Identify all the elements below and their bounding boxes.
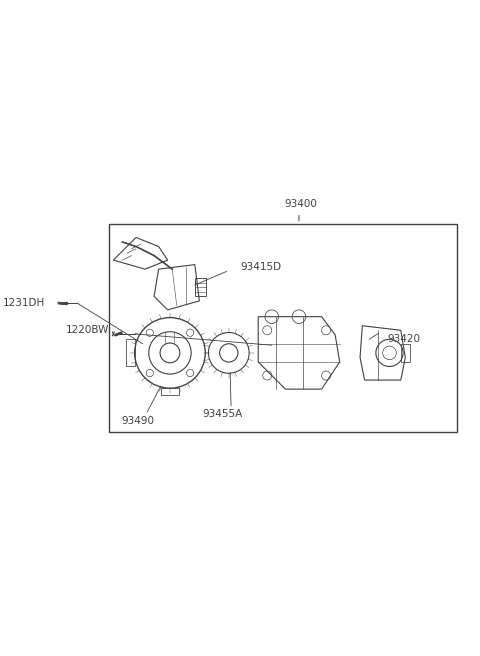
Bar (109, 224, 457, 432)
Text: 1220BW: 1220BW (65, 325, 109, 335)
Bar (126, 339, 135, 367)
Text: 93420: 93420 (387, 335, 420, 344)
Text: 93400: 93400 (285, 199, 318, 209)
Text: 93415D: 93415D (240, 262, 281, 272)
Bar (401, 344, 410, 362)
Text: 1231DH: 1231DH (3, 298, 46, 308)
Bar (161, 388, 179, 395)
Text: 93490: 93490 (122, 417, 155, 426)
Bar (195, 278, 206, 297)
Text: 93455A: 93455A (202, 409, 242, 419)
